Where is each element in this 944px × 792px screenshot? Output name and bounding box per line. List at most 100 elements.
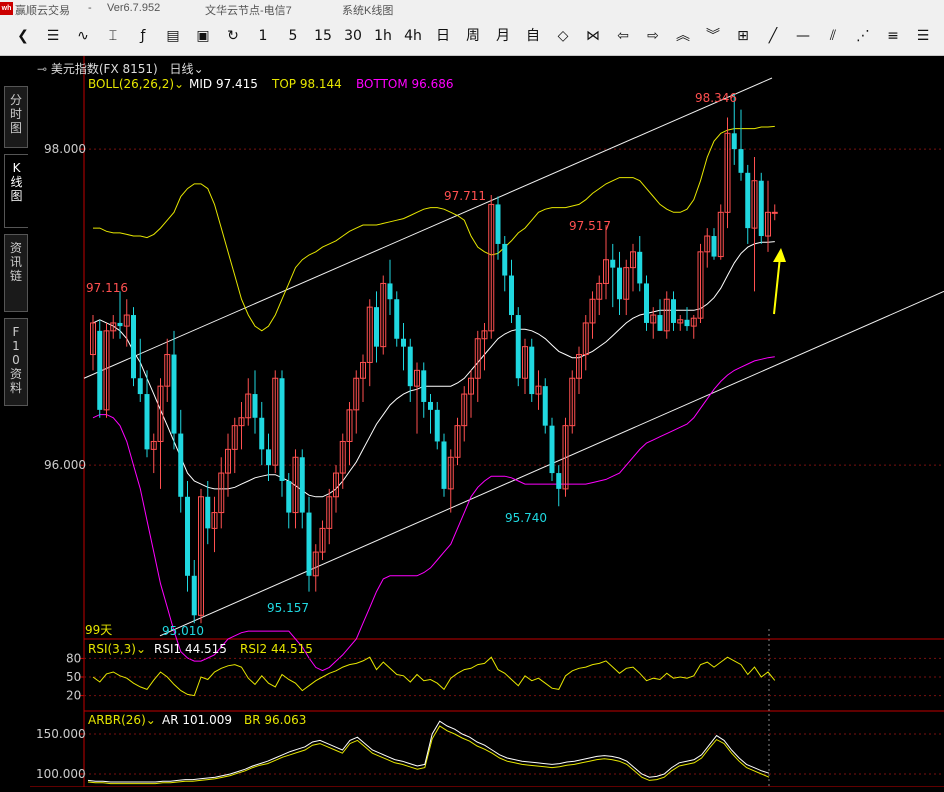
refresh-icon[interactable]: ↻ (227, 28, 239, 44)
candle-body-down (549, 425, 555, 474)
chevron-down-icon[interactable]: ⌄ (193, 62, 204, 76)
symbol-header[interactable]: ⊸ 美元指数(FX 8151) 日线⌄ (37, 60, 204, 77)
period-button-0[interactable]: 1 (258, 28, 268, 44)
candle-body-down (137, 378, 143, 395)
candle-body-down (394, 299, 400, 339)
parallel-draw-icon[interactable]: ⫽ (829, 28, 837, 44)
multi-line-icon[interactable]: ☰ (916, 28, 930, 44)
side-tab-2[interactable]: 资讯链 (4, 234, 28, 312)
period-label[interactable]: 日线 (169, 62, 194, 76)
left-arrow-icon[interactable]: ⇦ (617, 28, 629, 44)
period-button-4[interactable]: 1h (374, 28, 392, 44)
candle-body-up (751, 180, 758, 229)
quote-table-icon[interactable]: ☰ (46, 28, 60, 44)
candle-body-down (171, 354, 177, 434)
yellow-arrow-head (773, 248, 786, 262)
candle-body-down (259, 417, 265, 450)
rsi1-value: RSI1 44.515 (154, 642, 227, 656)
candle-body-down (617, 267, 622, 300)
ar-value: AR 101.009 (162, 713, 232, 727)
function-icon[interactable]: ƒ (140, 28, 146, 44)
save-icon[interactable]: ▣ (196, 28, 210, 44)
candle-body-down (502, 243, 508, 276)
candle-body-up (366, 306, 373, 363)
channel-upper-line (83, 77, 773, 379)
kline-icon[interactable]: ⌶ (108, 28, 118, 44)
candle-body-up (569, 377, 576, 427)
candle-body-down (495, 204, 501, 244)
candle-body-up (474, 338, 481, 379)
candle-body-down (286, 480, 292, 513)
candle-body-up (468, 377, 474, 395)
hline-draw-icon[interactable]: — (796, 28, 810, 44)
candle-body-down (637, 251, 643, 284)
candle-body-up (353, 377, 360, 411)
candle-body-up (103, 330, 110, 411)
zoom-out-icon[interactable]: ⋈ (586, 28, 600, 44)
chevron-down-icon[interactable]: ⌄ (135, 642, 147, 656)
low-price-label: 95.010 (162, 624, 204, 638)
candle-body-down (684, 319, 690, 327)
down-double-icon[interactable]: ︾ (706, 28, 720, 44)
line-draw-icon[interactable]: ╱ (768, 28, 778, 44)
server-node: 文华云节点-电信7 (205, 5, 292, 17)
period-button-3[interactable]: 30 (344, 28, 362, 44)
app-logo-icon: wh (0, 2, 13, 15)
grid-icon[interactable]: ⊞ (737, 28, 749, 44)
right-arrow-icon[interactable]: ⇨ (647, 28, 659, 44)
symbol-dash-icon: ⊸ (37, 62, 51, 76)
fib-draw-icon[interactable]: ≡ (887, 28, 899, 44)
candle-body-up (717, 211, 724, 258)
period-button-5[interactable]: 4h (404, 28, 422, 44)
candle-body-up (447, 456, 454, 490)
rsi-indicator-name[interactable]: RSI(3,3)⌄ (88, 642, 146, 656)
view-mode: 系统K线图 (342, 5, 394, 17)
candle-body-down (117, 322, 123, 327)
chart-area[interactable]: 98.000 96.000 98.346 97.711 97.517 97.116 95.7… (0, 56, 944, 788)
price-axis-label: 98.000 (44, 142, 86, 156)
back-icon[interactable]: ❮ (17, 28, 29, 44)
candle-body-down (434, 409, 440, 442)
br-line (87, 725, 770, 785)
candle-body-up (218, 472, 225, 514)
boll-top-line (93, 125, 775, 332)
candle-body-up (110, 322, 117, 332)
high-price-label: 98.346 (695, 91, 737, 105)
timeline-icon[interactable]: ∿ (77, 28, 89, 44)
app-name: 赢顺云交易 (15, 5, 70, 17)
up-double-icon[interactable]: ︽ (676, 28, 690, 44)
boll-name: BOLL(26,26,2) (88, 77, 175, 91)
candle-body-up (346, 409, 353, 442)
candle-body-up (157, 385, 164, 442)
candle-body-down (428, 401, 433, 410)
zoom-in-icon[interactable]: ◇ (557, 28, 569, 44)
period-button-7[interactable]: 周 (466, 28, 480, 44)
candle-body-up (461, 393, 468, 427)
candle-body-down (252, 394, 258, 418)
candle-body-down (529, 346, 535, 395)
candle-body-up (90, 322, 96, 356)
arbr-indicator-name[interactable]: ARBR(26)⌄ (88, 713, 156, 727)
report-icon[interactable]: ▤ (166, 28, 180, 44)
period-button-8[interactable]: 月 (496, 28, 510, 44)
period-button-6[interactable]: 日 (436, 28, 450, 44)
candle-body-down (131, 315, 136, 379)
period-button-1[interactable]: 5 (288, 28, 298, 44)
kline-chart[interactable]: 98.000 96.000 98.346 97.711 97.517 97.116 95.7… (0, 56, 944, 788)
chevron-down-icon[interactable]: ⌄ (145, 713, 156, 727)
channel-draw-icon[interactable]: ⋰ (856, 28, 870, 44)
boll-indicator-name[interactable]: BOLL(26,26,2)⌄ (88, 77, 184, 91)
candle-body-up (771, 211, 778, 214)
candle-body-down (657, 315, 663, 331)
candle-body-up (164, 354, 171, 387)
period-button-2[interactable]: 15 (314, 28, 332, 44)
side-tab-0[interactable]: 分时图 (4, 86, 28, 148)
rsi-axis-label: 20 (66, 689, 81, 703)
candle-body-up (724, 132, 731, 213)
candle-body-up (198, 496, 204, 616)
candle-body-down (266, 449, 271, 466)
period-button-9[interactable]: 自 (526, 28, 540, 44)
chevron-down-icon[interactable]: ⌄ (174, 77, 185, 91)
